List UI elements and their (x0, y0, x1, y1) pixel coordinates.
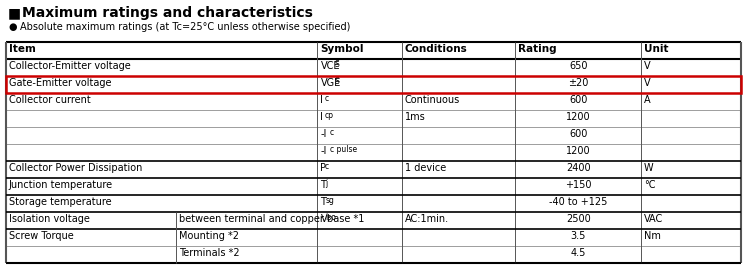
Text: V: V (644, 61, 651, 71)
Text: Mounting *2: Mounting *2 (179, 231, 238, 241)
Text: Nm: Nm (644, 231, 661, 241)
Text: Terminals *2: Terminals *2 (179, 248, 239, 258)
Text: T: T (320, 197, 326, 207)
Text: V: V (320, 214, 327, 224)
Text: S: S (335, 60, 339, 68)
Text: -40 to +125: -40 to +125 (549, 197, 607, 207)
Text: Isolation voltage: Isolation voltage (9, 214, 90, 224)
Text: A: A (644, 95, 651, 105)
Text: -I: -I (320, 146, 327, 156)
Text: Screw Torque: Screw Torque (9, 231, 74, 241)
Text: VAC: VAC (644, 214, 663, 224)
Text: W: W (644, 163, 654, 173)
Text: 600: 600 (569, 129, 587, 139)
Text: Absolute maximum ratings (at Tc=25°C unless otherwise specified): Absolute maximum ratings (at Tc=25°C unl… (20, 22, 350, 32)
Text: sg: sg (325, 196, 334, 204)
Text: iso: iso (325, 212, 336, 222)
Text: 1200: 1200 (566, 146, 590, 156)
Text: c: c (325, 161, 329, 171)
Text: Continuous: Continuous (405, 95, 460, 105)
Text: Unit: Unit (644, 44, 669, 54)
Text: Symbol: Symbol (320, 44, 364, 54)
Text: 1ms: 1ms (405, 112, 426, 122)
Text: I: I (320, 112, 323, 122)
Text: c pulse: c pulse (329, 145, 357, 153)
Text: 2400: 2400 (566, 163, 590, 173)
Text: Gate-Emitter voltage: Gate-Emitter voltage (9, 78, 111, 88)
Text: Collector-Emitter voltage: Collector-Emitter voltage (9, 61, 131, 71)
Text: j: j (325, 179, 327, 188)
Text: c: c (329, 127, 334, 137)
Text: c: c (325, 94, 329, 102)
Text: 1 device: 1 device (405, 163, 446, 173)
Text: Maximum ratings and characteristics: Maximum ratings and characteristics (22, 6, 313, 20)
Text: P: P (320, 163, 326, 173)
Text: cp: cp (325, 111, 334, 120)
Text: ●: ● (8, 22, 16, 32)
Text: Collector Power Dissipation: Collector Power Dissipation (9, 163, 143, 173)
Text: ■: ■ (8, 6, 21, 20)
Text: ±20: ±20 (568, 78, 589, 88)
Text: between terminal and copper base *1: between terminal and copper base *1 (179, 214, 364, 224)
Text: Rating: Rating (518, 44, 557, 54)
Text: V: V (644, 78, 651, 88)
Text: 650: 650 (569, 61, 587, 71)
Text: Conditions: Conditions (405, 44, 468, 54)
Text: T: T (320, 180, 326, 190)
Bar (6, 76, 741, 93)
Text: +150: +150 (565, 180, 592, 190)
Text: VCE: VCE (320, 61, 340, 71)
Text: Item: Item (9, 44, 36, 54)
Text: -I: -I (320, 129, 327, 139)
Text: I: I (320, 95, 323, 105)
Text: °C: °C (644, 180, 655, 190)
Text: 600: 600 (569, 95, 587, 105)
Text: 3.5: 3.5 (571, 231, 586, 241)
Text: Collector current: Collector current (9, 95, 90, 105)
Text: Junction temperature: Junction temperature (9, 180, 113, 190)
Text: VGE: VGE (320, 78, 341, 88)
Text: 1200: 1200 (566, 112, 590, 122)
Text: Storage temperature: Storage temperature (9, 197, 111, 207)
Text: S: S (335, 76, 339, 86)
Text: 2500: 2500 (565, 214, 591, 224)
Text: AC:1min.: AC:1min. (405, 214, 449, 224)
Text: 4.5: 4.5 (571, 248, 586, 258)
